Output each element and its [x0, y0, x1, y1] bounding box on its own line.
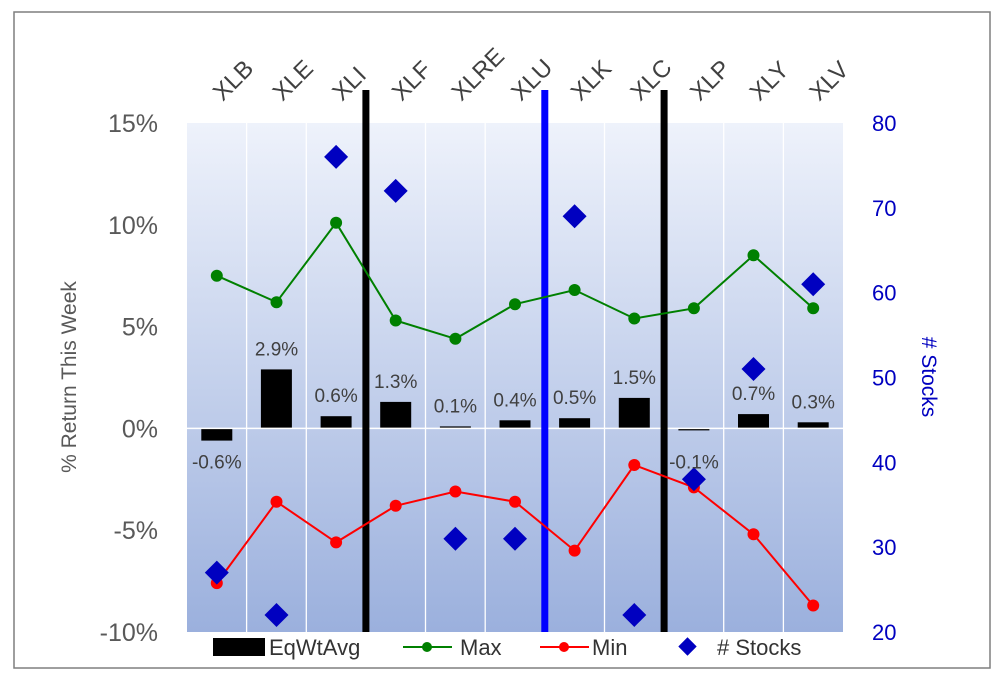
- y-axis-title: % Return This Week: [58, 281, 81, 473]
- point-max-xlu: [509, 298, 521, 311]
- bar-xlc: [618, 397, 650, 429]
- bar-xlv: [797, 422, 829, 429]
- point-min-xly: [747, 528, 760, 541]
- legend-label-stocks: # Stocks: [717, 635, 801, 660]
- bar-label-xlre: 0.1%: [434, 396, 477, 417]
- legend-label-max: Max: [460, 635, 502, 660]
- y2-tick-label-1: 30: [872, 535, 896, 560]
- point-min-xlre: [449, 485, 462, 498]
- point-min-xlf: [389, 499, 402, 512]
- point-min-xlu: [509, 495, 521, 508]
- bar-label-xlu: 0.4%: [493, 390, 536, 411]
- y-tick-label-0: -10%: [100, 619, 158, 647]
- bar-label-xlk: 0.5%: [553, 388, 596, 409]
- point-max-xlp: [687, 302, 700, 315]
- legend-swatch-min-marker: [559, 642, 569, 652]
- y2-tick-label-2: 40: [872, 450, 896, 475]
- point-stocks-xlu: [503, 526, 527, 551]
- point-max-xlb: [210, 269, 223, 282]
- bar-label-xlf: 1.3%: [374, 372, 417, 393]
- bar-xlu: [499, 420, 531, 429]
- point-max-xlre: [449, 332, 462, 345]
- y-tick-label-1: -5%: [114, 517, 158, 545]
- legend-label-min: Min: [592, 635, 627, 660]
- point-stocks-xlc: [622, 603, 647, 627]
- point-min-xlk: [568, 544, 581, 557]
- point-stocks-xli: [324, 144, 349, 169]
- point-max-xlf: [389, 314, 402, 327]
- bar-label-xlv: 0.3%: [792, 392, 835, 413]
- right-axis: 20 30 40 50 60 70 80: [872, 111, 896, 645]
- y-tick-label-5: 15%: [108, 110, 158, 138]
- y-tick-label-2: 0%: [122, 415, 158, 443]
- y2-tick-label-5: 70: [872, 196, 896, 221]
- bar-label-xli: 0.6%: [314, 386, 357, 407]
- point-min-xli: [330, 536, 343, 549]
- point-stocks-xlp: [681, 467, 706, 492]
- bar-xlk: [559, 418, 591, 429]
- point-stocks-xlb: [204, 560, 229, 585]
- series-points: [204, 144, 826, 627]
- point-stocks-xly: [741, 357, 766, 381]
- bar-label-xlb: -0.6%: [192, 452, 242, 473]
- bar-xli: [320, 416, 352, 429]
- y2-tick-label-4: 60: [872, 281, 896, 306]
- bar-data-labels: -0.6% 2.9% 0.6% 1.3% 0.1% 0.4% 0.5% 1.5% -0.1% 0.…: [192, 339, 835, 473]
- legend: EqWtAvg Max Min # Stocks: [213, 635, 801, 660]
- legend-swatch-eqwtavg: [213, 638, 265, 656]
- point-max-xlc: [628, 312, 641, 325]
- bar-xlre: [439, 426, 471, 429]
- bar-xlb: [201, 428, 233, 441]
- legend-label-eqwtavg: EqWtAvg: [269, 635, 360, 660]
- y2-tick-label-3: 50: [872, 366, 896, 391]
- point-min-xlc: [628, 459, 641, 471]
- bar-label-xlp: -0.1%: [669, 452, 719, 473]
- bar-xlp: [678, 428, 710, 431]
- bar-xle: [260, 369, 292, 429]
- y-tick-label-4: 10%: [108, 212, 158, 240]
- point-stocks-xlre: [443, 526, 468, 551]
- point-min-xle: [270, 495, 283, 508]
- bar-label-xle: 2.9%: [255, 339, 298, 360]
- y2-tick-label-6: 80: [872, 111, 896, 136]
- point-stocks-xlv: [801, 272, 826, 297]
- y2-tick-label-0: 20: [872, 620, 896, 645]
- separators: [362, 90, 668, 632]
- point-max-xlv: [807, 302, 820, 315]
- bar-xly: [738, 414, 769, 429]
- y-tick-label-3: 5%: [122, 314, 158, 342]
- point-stocks-xlk: [562, 204, 587, 229]
- point-max-xle: [270, 296, 283, 309]
- point-stocks-xlf: [383, 178, 408, 203]
- point-min-xlv: [807, 599, 820, 612]
- point-max-xly: [747, 249, 760, 262]
- left-axis: -10% -5% 0% 5% 10% 15%: [100, 110, 158, 647]
- bar-xlf: [380, 401, 412, 429]
- point-max-xlk: [568, 284, 581, 296]
- y2-axis-title: # Stocks: [917, 337, 940, 418]
- legend-swatch-stocks: [678, 637, 697, 656]
- bar-label-xlc: 1.5%: [613, 368, 656, 389]
- point-max-xli: [330, 216, 343, 229]
- bars: [201, 369, 829, 441]
- bar-label-xly: 0.7%: [732, 384, 775, 405]
- point-stocks-xle: [264, 603, 289, 627]
- legend-swatch-max-marker: [422, 642, 432, 652]
